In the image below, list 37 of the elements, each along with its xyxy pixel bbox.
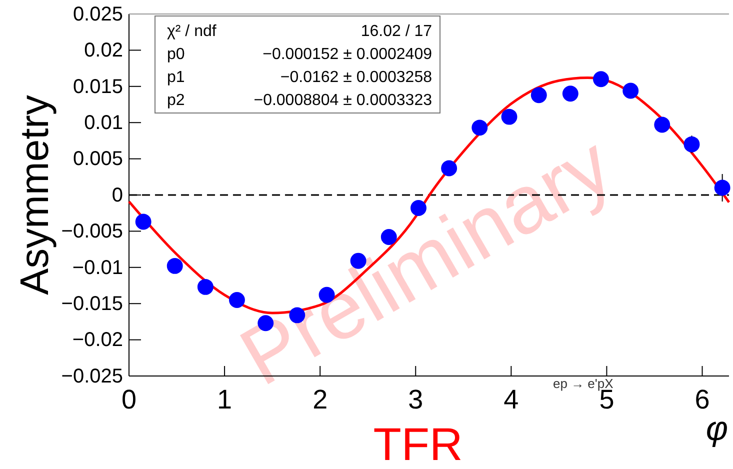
y-tick-label: −0.02 xyxy=(72,329,123,352)
y-tick-label: 0.01 xyxy=(84,112,123,134)
point xyxy=(135,214,152,230)
x-axis-title: TFR xyxy=(373,418,463,469)
y-axis-title: Asymmetry xyxy=(13,95,57,295)
y-tick-label: −0.025 xyxy=(61,365,123,388)
point xyxy=(684,136,700,152)
point xyxy=(472,120,488,136)
point xyxy=(592,71,609,88)
point xyxy=(714,180,730,196)
point xyxy=(166,258,183,274)
y-tick-label: 0.02 xyxy=(84,40,123,62)
point xyxy=(501,108,518,125)
x-tick-label: 4 xyxy=(504,384,519,415)
point xyxy=(562,86,578,102)
annotation: −0.0008804 ± 0.0003323 xyxy=(254,92,432,109)
y-tick-label: 0.005 xyxy=(72,148,123,170)
annotation: p1 xyxy=(167,69,185,86)
annotation: χ² / ndf xyxy=(167,23,217,40)
annotation: p2 xyxy=(167,92,185,109)
y-tick-label: 0.025 xyxy=(72,3,123,26)
x-tick-label: 2 xyxy=(312,384,328,415)
y-tick-label: 0.015 xyxy=(72,76,123,98)
point xyxy=(530,87,547,104)
annotation: 16.02 / 17 xyxy=(360,23,432,40)
x-tick-label: 3 xyxy=(408,384,424,415)
y-tick-label: 0 xyxy=(112,184,123,206)
y-tick-label: −0.015 xyxy=(61,293,123,315)
annotation: −0.000152 ± 0.0002409 xyxy=(262,46,432,63)
point xyxy=(654,116,670,133)
x-tick-label: 1 xyxy=(217,384,232,415)
y-tick-label: −0.01 xyxy=(72,256,123,279)
annotation: −0.0162 ± 0.0003258 xyxy=(280,69,432,86)
y-tick-label: −0.005 xyxy=(61,220,123,243)
point xyxy=(622,82,639,99)
point xyxy=(197,278,214,295)
annotation: p0 xyxy=(167,46,185,63)
